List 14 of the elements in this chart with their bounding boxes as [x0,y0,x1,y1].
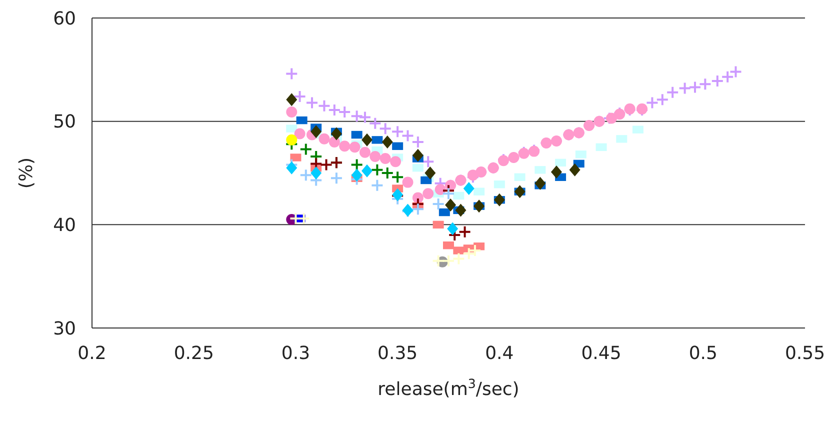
x-tick-label: 0.2 [78,342,106,364]
y-tick-label: 60 [53,8,76,30]
x-tick-label: 0.4 [485,342,514,364]
x-tick-label: 0.3 [281,342,310,364]
y-tick-label: 40 [53,215,76,236]
x-tick-label: 0.25 [174,342,214,364]
x-tick-label: 0.5 [688,342,718,364]
x-axis-title: release(m$^{3}$/sec) [378,376,520,400]
y-tick-label: 50 [53,112,76,133]
y-tick-label: 30 [53,318,76,340]
y-axis-title: (%) [16,157,37,189]
x-tick-label: 0.55 [784,342,826,364]
x-tick-label: 0.35 [378,342,418,364]
x-tick-label: 0.45 [581,342,622,364]
